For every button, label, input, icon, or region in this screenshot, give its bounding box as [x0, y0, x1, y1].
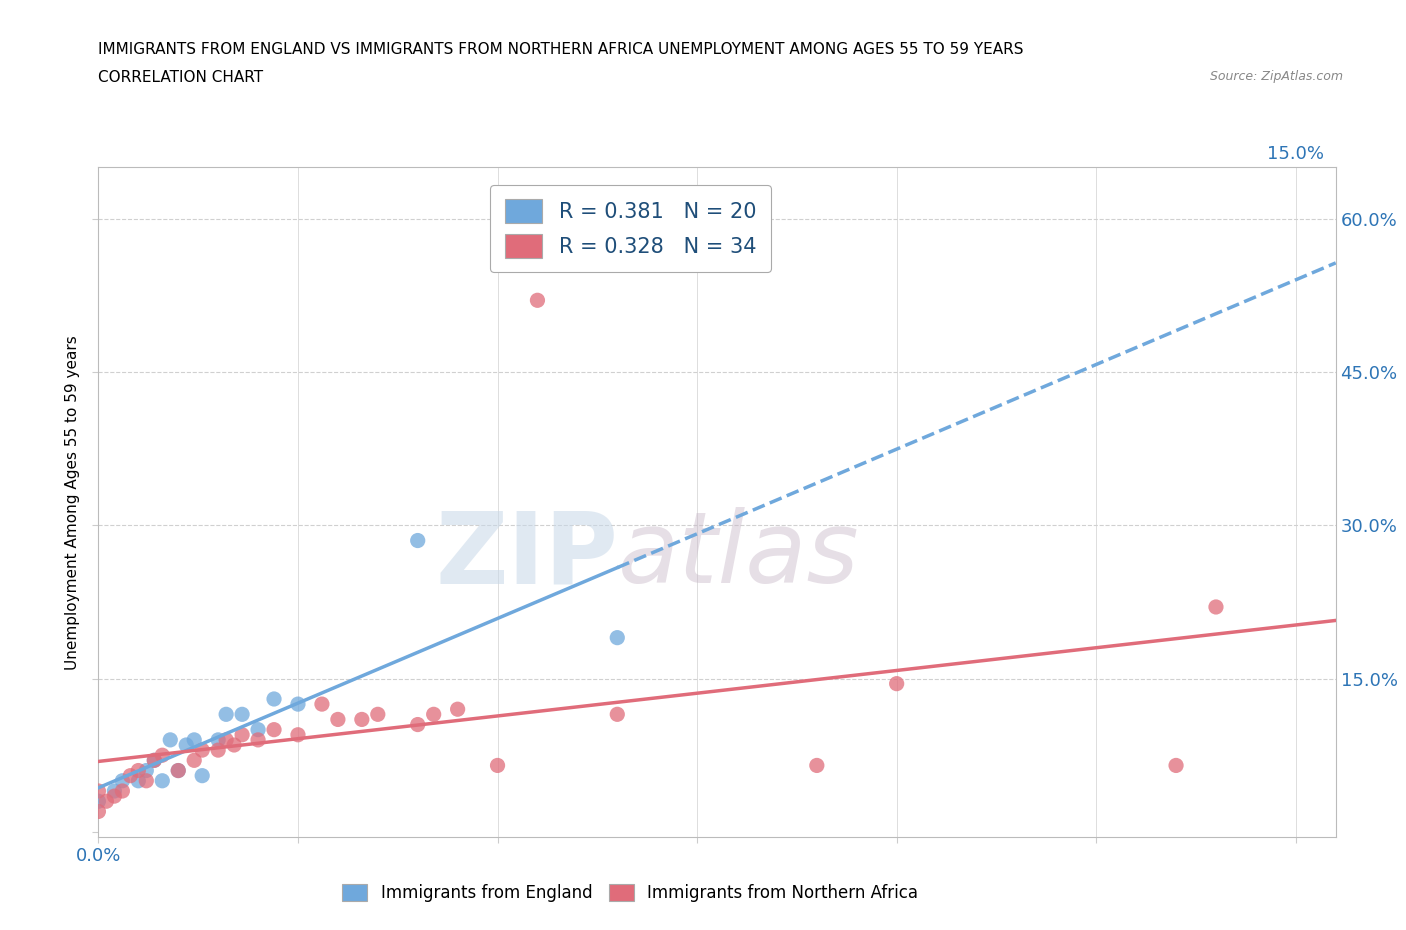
Point: [247, 733, 270, 748]
Point: [207, 743, 229, 758]
Point: [231, 727, 253, 742]
Point: [111, 774, 134, 789]
Point: [87, 794, 110, 809]
Point: [287, 727, 309, 742]
Point: [191, 743, 214, 758]
Text: ZIP: ZIP: [436, 507, 619, 604]
Point: [263, 723, 285, 737]
Text: CORRELATION CHART: CORRELATION CHART: [98, 70, 263, 85]
Point: [150, 774, 173, 789]
Point: [311, 697, 333, 711]
Point: [183, 753, 205, 768]
Point: [231, 707, 253, 722]
Point: [367, 707, 389, 722]
Point: [159, 733, 181, 748]
Point: [103, 789, 125, 804]
Point: [143, 753, 166, 768]
Point: [183, 733, 205, 748]
Point: [215, 707, 238, 722]
Point: [87, 804, 110, 819]
Point: [606, 707, 628, 722]
Point: [167, 764, 190, 778]
Point: [87, 784, 110, 799]
Point: [127, 764, 149, 778]
Point: [886, 676, 908, 691]
Point: [486, 758, 509, 773]
Point: [224, 737, 246, 752]
Point: [143, 753, 166, 768]
Point: [526, 293, 548, 308]
Point: [191, 768, 214, 783]
Text: atlas: atlas: [619, 507, 859, 604]
Point: [111, 784, 134, 799]
Point: [207, 733, 229, 748]
Point: [263, 692, 285, 707]
Point: [103, 784, 125, 799]
Text: IMMIGRANTS FROM ENGLAND VS IMMIGRANTS FROM NORTHERN AFRICA UNEMPLOYMENT AMONG AG: IMMIGRANTS FROM ENGLAND VS IMMIGRANTS FR…: [98, 42, 1024, 57]
Point: [127, 774, 149, 789]
Text: Source: ZipAtlas.com: Source: ZipAtlas.com: [1209, 70, 1343, 83]
Point: [167, 764, 190, 778]
Point: [446, 702, 468, 717]
Point: [1205, 600, 1227, 615]
Point: [135, 764, 157, 778]
Point: [150, 748, 173, 763]
Point: [287, 697, 309, 711]
Point: [326, 712, 349, 727]
Point: [96, 794, 118, 809]
Point: [806, 758, 828, 773]
Point: [247, 723, 270, 737]
Point: [120, 768, 142, 783]
Point: [422, 707, 444, 722]
Y-axis label: Unemployment Among Ages 55 to 59 years: Unemployment Among Ages 55 to 59 years: [65, 335, 80, 670]
Point: [1164, 758, 1187, 773]
Point: [215, 733, 238, 748]
Point: [606, 631, 628, 645]
Point: [406, 717, 429, 732]
Point: [174, 737, 197, 752]
Legend: Immigrants from England, Immigrants from Northern Africa: Immigrants from England, Immigrants from…: [336, 878, 925, 909]
Point: [135, 774, 157, 789]
Point: [406, 533, 429, 548]
Point: [350, 712, 373, 727]
